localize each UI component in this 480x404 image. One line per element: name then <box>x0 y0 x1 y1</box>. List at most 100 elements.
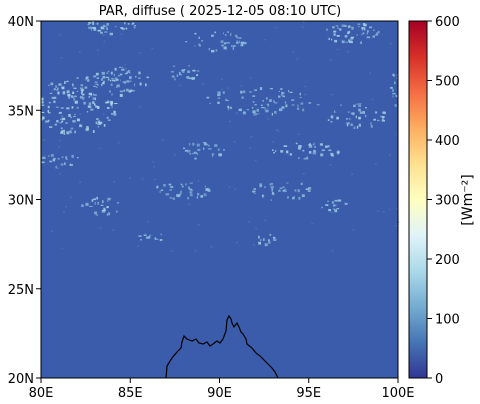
cloud-pixel <box>207 188 210 191</box>
cloud-pixel <box>96 118 99 120</box>
cloud-pixel <box>254 104 257 106</box>
cloud-pixel <box>59 34 62 36</box>
cloud-pixel <box>48 101 51 104</box>
cloud-pixel <box>380 115 382 118</box>
cloud-pixel <box>225 98 227 100</box>
cloud-pixel <box>217 148 220 151</box>
cloud-pixel <box>249 77 252 79</box>
cloud-pixel <box>54 96 57 99</box>
cloud-pixel <box>177 194 181 197</box>
cloud-pixel <box>55 165 57 169</box>
cloud-pixel <box>333 30 337 33</box>
cloud-pixel <box>344 202 346 205</box>
cloud-pixel <box>231 45 233 47</box>
cloud-pixel <box>333 204 336 207</box>
cloud-pixel <box>91 26 94 29</box>
cloud-pixel <box>282 95 286 98</box>
cloud-pixel <box>248 221 251 223</box>
cloud-pixel <box>204 185 206 188</box>
cloud-pixel <box>101 210 105 213</box>
cloud-pixel <box>57 158 60 160</box>
y-tick-label: 30N <box>8 194 34 209</box>
cloud-pixel <box>93 75 97 78</box>
cloud-pixel <box>171 75 175 78</box>
cloud-pixel <box>301 194 305 198</box>
cloud-pixel <box>172 197 175 200</box>
cloud-pixel <box>99 147 102 150</box>
cloud-pixel <box>349 40 352 44</box>
cloud-pixel <box>70 95 74 97</box>
cloud-pixel <box>266 97 268 100</box>
cloud-pixel <box>183 147 186 149</box>
cloud-pixel <box>118 74 120 77</box>
cloud-pixel <box>64 81 66 84</box>
cloud-pixel <box>113 113 117 116</box>
cloud-pixel <box>202 83 205 85</box>
cloud-pixel <box>235 241 238 244</box>
cloud-pixel <box>179 193 182 195</box>
cloud-pixel <box>269 88 273 90</box>
cloud-pixel <box>90 108 94 111</box>
cloud-pixel <box>47 109 49 113</box>
cloud-pixel <box>214 31 217 34</box>
cloud-pixel <box>334 199 338 202</box>
cloud-pixel <box>73 97 75 101</box>
cloud-pixel <box>60 118 62 120</box>
cloud-pixel <box>49 126 53 128</box>
cloud-pixel <box>217 97 221 99</box>
cloud-pixel <box>254 89 257 91</box>
cloud-pixel <box>57 91 60 95</box>
cloud-pixel <box>328 149 332 152</box>
cloud-pixel <box>61 156 64 159</box>
cloud-pixel <box>334 110 336 113</box>
cloud-pixel <box>337 199 342 202</box>
cloud-pixel <box>135 76 137 78</box>
cloud-pixel <box>60 130 63 132</box>
cloud-pixel <box>273 239 277 241</box>
cloud-pixel <box>254 192 256 194</box>
cloud-pixel <box>129 71 131 74</box>
cloud-pixel <box>298 133 300 136</box>
cloud-pixel <box>68 95 70 99</box>
cloud-pixel <box>345 123 348 126</box>
cloud-pixel <box>222 91 225 94</box>
cloud-pixel <box>191 77 194 80</box>
cloud-pixel <box>193 143 196 145</box>
cloud-pixel <box>104 208 106 212</box>
cloud-pixel <box>335 25 339 27</box>
cloud-pixel <box>88 96 90 98</box>
cloud-pixel <box>281 93 283 97</box>
cloud-pixel <box>84 79 87 81</box>
cloud-pixel <box>347 31 350 35</box>
cloud-pixel <box>250 136 253 138</box>
cloud-pixel <box>56 119 59 123</box>
cloud-pixel <box>341 40 345 44</box>
cloud-pixel <box>355 103 359 105</box>
cloud-pixel <box>95 214 99 216</box>
cloud-pixel <box>258 241 261 245</box>
cloud-pixel <box>100 204 104 206</box>
cloud-pixel <box>221 44 224 47</box>
cloud-pixel <box>70 127 74 130</box>
cloud-pixel <box>96 49 99 51</box>
cloud-pixel <box>278 91 280 92</box>
cloud-pixel <box>55 106 59 108</box>
cloud-pixel <box>223 46 227 50</box>
cloud-pixel <box>351 173 354 175</box>
cloud-pixel <box>273 151 275 154</box>
cloud-pixel <box>374 34 379 36</box>
cloud-pixel <box>97 120 101 124</box>
cloud-pixel <box>215 49 218 52</box>
cloud-pixel <box>252 101 255 103</box>
cloud-pixel <box>240 85 243 87</box>
cloud-pixel <box>116 210 118 213</box>
cloud-pixel <box>109 90 111 93</box>
cloud-pixel <box>84 86 88 89</box>
cloud-pixel <box>129 177 131 179</box>
cloud-pixel <box>383 111 386 115</box>
cloud-pixel <box>182 71 185 73</box>
cloud-pixel <box>362 32 365 35</box>
cloud-pixel <box>185 41 188 43</box>
cloud-pixel <box>103 124 106 127</box>
cloud-pixel <box>167 193 170 196</box>
